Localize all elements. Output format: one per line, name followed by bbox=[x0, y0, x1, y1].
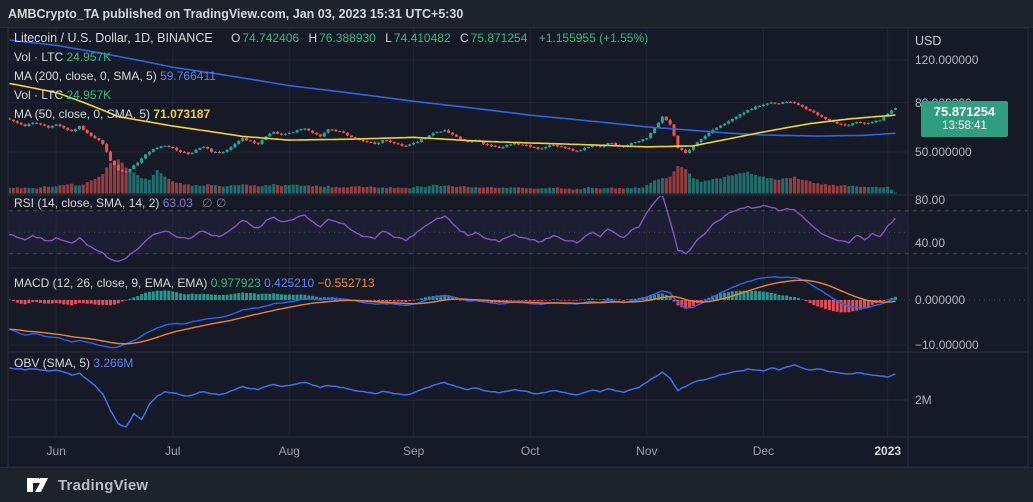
bar-countdown: 13:58:41 bbox=[942, 120, 987, 132]
axis-tick: −10.000000 bbox=[915, 338, 979, 352]
high-label: H bbox=[308, 31, 318, 45]
volume-legend-bottom[interactable]: Vol · LTC 24.957K bbox=[14, 88, 111, 103]
axis-currency: USD bbox=[915, 34, 942, 48]
time-axis-label-jun: Jun bbox=[46, 444, 66, 458]
rsi-label: RSI (14, close, SMA, 14, 2) bbox=[14, 196, 160, 210]
axis-tick: 2M bbox=[915, 393, 932, 407]
time-axis-label-dec: Dec bbox=[752, 444, 775, 458]
ma200-legend[interactable]: MA (200, close, 0, SMA, 5) 59.766411 bbox=[14, 69, 216, 84]
time-axis[interactable]: Jun Jul Aug Sep Oct Nov Dec 2023 bbox=[8, 437, 1028, 467]
rsi-empty-values: ∅ ∅ bbox=[202, 196, 227, 210]
close-label: C bbox=[459, 31, 469, 45]
axis-tick: 0.000000 bbox=[915, 293, 966, 307]
macd-label: MACD (12, 26, close, 9, EMA, EMA) bbox=[14, 276, 208, 290]
volume-legend-top[interactable]: Vol · LTC 24.957K bbox=[14, 50, 111, 65]
obv-legend[interactable]: OBV (SMA, 5) 3.266M bbox=[14, 356, 133, 371]
axis-tick: 50.000000 bbox=[915, 145, 972, 159]
time-axis-label-jul: Jul bbox=[165, 444, 181, 458]
last-price-tag: 75.871254 13:58:41 bbox=[921, 101, 1008, 137]
ma50-label: MA (50, close, 0, SMA, 5) bbox=[14, 107, 151, 121]
ma200-value: 59.766411 bbox=[160, 69, 216, 83]
ma50-value: 71.073187 bbox=[153, 107, 211, 121]
symbol-name: Litecoin / U.S. Dollar, 1D, BINANCE bbox=[14, 31, 213, 45]
time-axis-label-2023: 2023 bbox=[874, 444, 902, 458]
obv-label: OBV (SMA, 5) bbox=[14, 356, 91, 370]
macd-signal-value: −0.552713 bbox=[317, 276, 375, 290]
tradingview-logo-icon[interactable] bbox=[26, 475, 49, 495]
symbol-legend[interactable]: Litecoin / U.S. Dollar, 1D, BINANCE O 74.… bbox=[14, 31, 648, 46]
high-value: 76.388930 bbox=[319, 31, 376, 45]
time-axis-label-aug: Aug bbox=[278, 444, 300, 458]
volume-label: Vol · LTC bbox=[14, 50, 64, 64]
axis-tick: 40.00 bbox=[915, 236, 946, 250]
close-value: 75.871254 bbox=[470, 31, 528, 45]
volume-value: 24.957K bbox=[66, 50, 112, 64]
open-label: O bbox=[231, 31, 241, 45]
rsi-value: 63.03 bbox=[162, 196, 193, 210]
time-axis-label-sep: Sep bbox=[402, 444, 425, 458]
low-label: L bbox=[385, 31, 392, 45]
published-header: AMBCrypto_TA published on TradingView.co… bbox=[0, 0, 1033, 28]
time-axis-label-oct: Oct bbox=[520, 444, 540, 458]
ma200-label: MA (200, close, 0, SMA, 5) bbox=[14, 69, 157, 83]
tradingview-brand[interactable]: TradingView bbox=[58, 476, 149, 494]
ma50-legend[interactable]: MA (50, close, 0, SMA, 5) 71.073187 bbox=[14, 107, 210, 122]
macd-hist-value: 0.977923 bbox=[210, 276, 261, 290]
rsi-legend[interactable]: RSI (14, close, SMA, 14, 2) 63.03 ∅ ∅ bbox=[14, 196, 226, 211]
volume-value: 24.957K bbox=[66, 88, 112, 102]
open-value: 74.742406 bbox=[242, 31, 300, 45]
macd-legend[interactable]: MACD (12, 26, close, 9, EMA, EMA) 0.9779… bbox=[14, 276, 375, 291]
last-price: 75.871254 bbox=[933, 104, 996, 119]
volume-label: Vol · LTC bbox=[14, 88, 64, 102]
macd-line-value: 0.425210 bbox=[264, 276, 315, 290]
axis-tick: 120.000000 bbox=[915, 53, 979, 67]
axis-tick: 80.00 bbox=[915, 193, 946, 207]
change-value: +1.155955 (+1.55%) bbox=[538, 31, 649, 45]
time-axis-label-nov: Nov bbox=[636, 444, 658, 458]
low-value: 74.410482 bbox=[393, 31, 451, 45]
footer-bar: TradingView bbox=[0, 467, 1033, 502]
published-title: AMBCrypto_TA published on TradingView.co… bbox=[8, 7, 464, 21]
obv-value: 3.266M bbox=[93, 356, 134, 370]
